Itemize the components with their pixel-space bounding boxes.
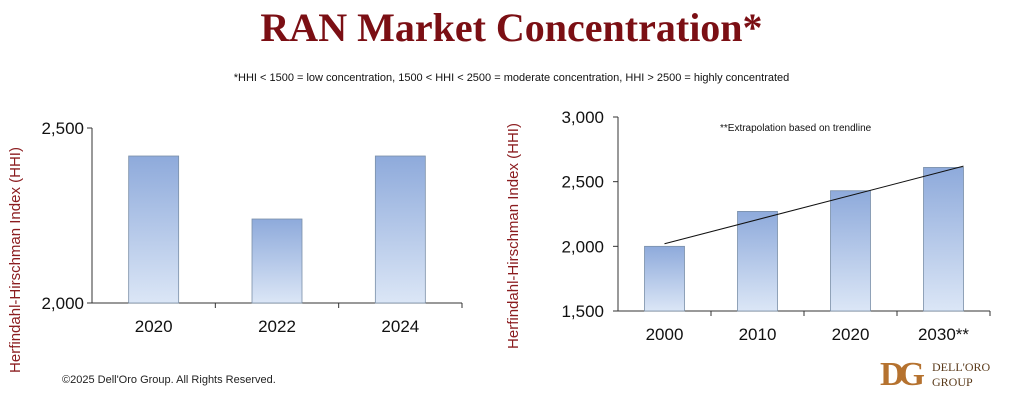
dell-oro-logo: DG DELL'ORO GROUP <box>880 356 1010 394</box>
right-y-tick-label: 1,500 <box>561 302 604 321</box>
page-title: RAN Market Concentration* <box>260 5 763 50</box>
logo-line-1: DELL'ORO <box>932 360 991 374</box>
copyright-text: ©2025 Dell'Oro Group. All Rights Reserve… <box>62 374 276 386</box>
right-y-tick-label: 2,000 <box>561 237 604 256</box>
right-category-label: 2030** <box>918 325 969 344</box>
right-category-label: 2000 <box>646 325 684 344</box>
left-category-label: 2024 <box>381 317 419 336</box>
left-bar-2022 <box>251 218 303 304</box>
right-bar-2020 <box>830 190 871 312</box>
right-bar-2000 <box>644 245 685 312</box>
trendline <box>664 165 964 245</box>
concentration-legend-note: *HHI < 1500 = low concentration, 1500 < … <box>233 72 790 84</box>
left-category-label: 2020 <box>135 317 173 336</box>
left-y-axis-label: Herfindahl-Hirschman Index (HHI) <box>7 147 24 373</box>
left-hhi-chart: Herfindahl-Hirschman Index (HHI) 2,000 2,… <box>7 119 463 373</box>
trendline-annotation: **Extrapolation based on trendline <box>720 123 872 134</box>
right-hhi-chart: Herfindahl-Hirschman Index (HHI) **Extra… <box>505 108 991 349</box>
logo-line-2: GROUP <box>932 375 973 389</box>
left-bar-2024 <box>374 155 426 304</box>
right-bar-2010 <box>737 211 778 312</box>
left-category-label: 2022 <box>258 317 296 336</box>
logo-mark: DG <box>880 356 925 393</box>
left-y-tick-label: 2,000 <box>41 294 84 313</box>
right-y-tick-label: 3,000 <box>561 108 604 127</box>
right-y-axis-label: Herfindahl-Hirschman Index (HHI) <box>505 123 522 349</box>
right-y-tick-label: 2,500 <box>561 173 604 192</box>
left-bar-2020 <box>128 155 180 304</box>
right-bar-2030 <box>923 167 964 312</box>
right-category-label: 2020 <box>832 325 870 344</box>
right-category-label: 2010 <box>739 325 777 344</box>
left-y-tick-label: 2,500 <box>41 119 84 138</box>
